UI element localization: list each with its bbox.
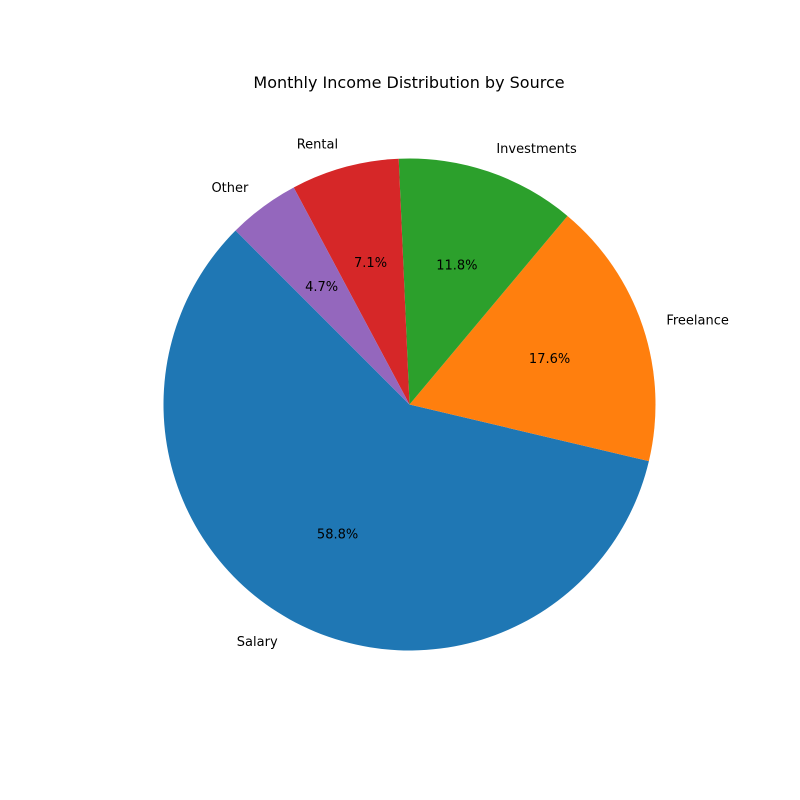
slice-label-salary: Salary — [237, 635, 278, 650]
chart-title: Monthly Income Distribution by Source — [253, 73, 564, 92]
percent-label-salary: 58.8% — [317, 527, 358, 542]
slice-label-freelance: Freelance — [666, 313, 729, 328]
percent-label-freelance: 17.6% — [529, 352, 570, 367]
pie-slice-rental — [293, 158, 410, 405]
percent-label-investments: 11.8% — [436, 259, 477, 274]
slice-label-other: Other — [211, 181, 249, 196]
slice-label-investments: Investments — [496, 142, 577, 157]
pie-slice-freelance — [409, 215, 656, 462]
pie-slice-other — [235, 187, 410, 405]
pie-slice-investments — [398, 158, 568, 405]
percent-label-rental: 7.1% — [354, 256, 387, 271]
percent-label-other: 4.7% — [305, 280, 338, 295]
pie-slice-salary — [163, 230, 649, 651]
pie-labels: Salary 58.8% Freelance 17.6% Investments 11.8… — [211, 137, 728, 649]
slice-label-rental: Rental — [297, 137, 338, 152]
pie-slices — [163, 158, 656, 651]
